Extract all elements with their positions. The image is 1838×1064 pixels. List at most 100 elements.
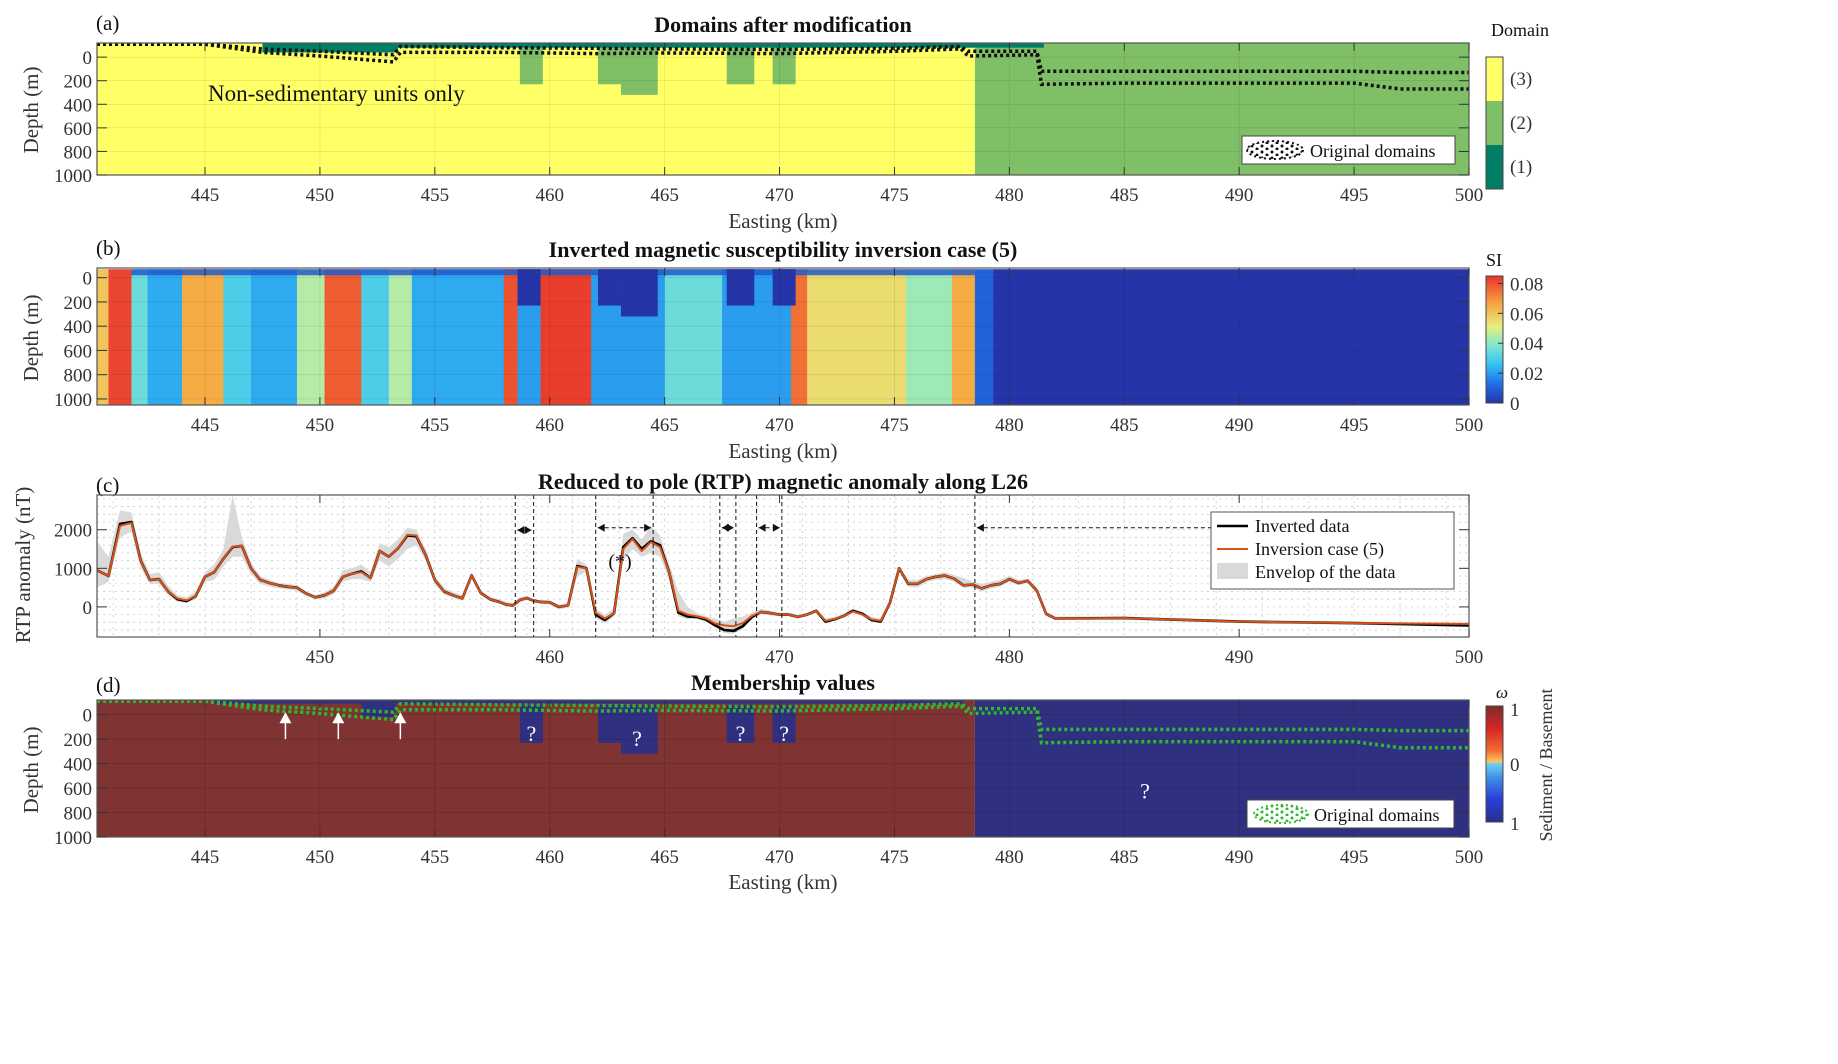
panel-a-ylabel: Depth (m) xyxy=(19,67,43,154)
x-tick-label: 465 xyxy=(650,415,679,436)
legend-swatch-envelope xyxy=(1217,563,1248,579)
susceptibility-cell xyxy=(664,269,723,405)
susceptibility-cell xyxy=(540,269,592,405)
low-susceptibility-block xyxy=(620,269,658,317)
x-tick-label: 490 xyxy=(1225,415,1254,436)
si-tick-label: 0.02 xyxy=(1510,364,1543,385)
susceptibility-cell xyxy=(147,269,183,405)
sediment-region xyxy=(211,700,964,704)
susceptibility-cell xyxy=(361,269,390,405)
legend-label-inverted-data: Inverted data xyxy=(1255,516,1349,536)
panel-a-legend: Original domains xyxy=(1241,135,1456,165)
panel-d-title: Membership values xyxy=(691,670,875,695)
y-tick-label: 600 xyxy=(64,119,93,140)
x-tick-label: 480 xyxy=(995,647,1024,668)
question-mark: ? xyxy=(632,726,642,751)
susceptibility-cell xyxy=(807,269,907,405)
panel-a-axes: 445 450 455 460 465 470 475 480 485 490 495 500 0 200… xyxy=(54,42,1484,206)
susceptibility-cell xyxy=(223,269,252,405)
panel-a-domains: (a) Domains after modification 445 450 455… xyxy=(19,11,1549,233)
susceptibility-cell xyxy=(296,269,326,405)
colorbar-title-si: SI xyxy=(1486,250,1502,270)
panel-d-ylabel: Depth (m) xyxy=(19,727,43,814)
x-tick-label: 480 xyxy=(995,847,1024,868)
x-tick-label: 495 xyxy=(1340,847,1369,868)
susceptibility-cell xyxy=(388,269,413,405)
arrowhead-right xyxy=(524,526,532,535)
colorbar-title-domain: Domain xyxy=(1491,20,1549,40)
panel-c-ylabel: RTP anomaly (nT) xyxy=(11,487,35,644)
axes-frame xyxy=(96,699,1470,838)
original-domain-boundary xyxy=(97,699,1469,750)
x-tick-label: 500 xyxy=(1455,185,1484,206)
si-tick-label: 0.06 xyxy=(1510,304,1543,325)
legend-label-envelope: Envelop of the data xyxy=(1255,562,1395,582)
low-susceptibility-block xyxy=(772,269,796,306)
non-sedimentary-annotation: Non-sedimentary units only xyxy=(208,81,465,106)
colorbar-side-label: Sediment / Basement xyxy=(1536,689,1556,842)
y-tick-label: 0 xyxy=(83,706,93,727)
colorbar-label-top: 1 xyxy=(1510,700,1520,721)
y-tick-label: 600 xyxy=(64,779,93,800)
x-tick-label: 460 xyxy=(535,647,564,668)
dotted-domain-icon xyxy=(1253,804,1309,824)
original-domain-boundary xyxy=(97,699,1469,733)
x-tick-label: 455 xyxy=(421,415,450,436)
dotted-domain-icon xyxy=(1246,140,1304,160)
panel-b-ylabel: Depth (m) xyxy=(19,295,43,382)
arrowhead-left xyxy=(597,523,605,532)
susceptibility-cell xyxy=(905,269,953,405)
y-tick-label: 200 xyxy=(64,293,93,314)
x-tick-label: 485 xyxy=(1110,847,1139,868)
y-tick-label: 400 xyxy=(64,95,93,116)
x-tick-label: 460 xyxy=(535,415,564,436)
legend-label-inversion-case: Inversion case (5) xyxy=(1255,539,1384,560)
x-tick-label: 465 xyxy=(650,185,679,206)
arrow-up-head xyxy=(332,712,345,724)
x-tick-label: 475 xyxy=(880,415,909,436)
y-tick-label: 0 xyxy=(83,269,93,290)
x-tick-label: 490 xyxy=(1225,185,1254,206)
membership-colorbar: ω 1 0 1 Sediment / Basement xyxy=(1485,683,1556,842)
si-colorbar-gradient xyxy=(1485,275,1504,404)
panel-b-axes: 445 450 455 460 465 470 475 480 485 490 495 500 0 200… xyxy=(54,267,1484,436)
panel-c-legend: Inverted data Inversion case (5) Envelop… xyxy=(1210,511,1455,590)
x-tick-label: 475 xyxy=(880,185,909,206)
x-tick-label: 455 xyxy=(421,185,450,206)
x-tick-label: 475 xyxy=(880,847,909,868)
x-tick-label: 460 xyxy=(535,185,564,206)
panel-d-axes: 445 450 455 460 465 470 475 480 485 490 495 500 0 200… xyxy=(54,699,1483,868)
panel-c-title: Reduced to pole (RTP) magnetic anomaly a… xyxy=(538,469,1028,494)
susceptibility-cell xyxy=(131,269,149,405)
inversion-case-line xyxy=(96,521,1470,628)
colorbar-label-bottom: 1 xyxy=(1510,814,1520,835)
panel-b-title: Inverted magnetic susceptibility inversi… xyxy=(549,237,1018,262)
x-tick-label: 465 xyxy=(650,847,679,868)
x-tick-label: 485 xyxy=(1110,185,1139,206)
x-tick-label: 470 xyxy=(765,847,794,868)
x-tick-label: 450 xyxy=(306,847,335,868)
y-tick-label: 200 xyxy=(64,72,93,93)
colorbar-label-2: (2) xyxy=(1510,113,1532,134)
legend-label-original-domains: Original domains xyxy=(1314,805,1439,825)
panel-a-plot-area xyxy=(97,42,1470,176)
x-tick-label: 500 xyxy=(1455,415,1484,436)
x-tick-label: 470 xyxy=(765,647,794,668)
si-tick-label: 0.08 xyxy=(1510,274,1543,295)
panel-label-b: (b) xyxy=(96,236,121,260)
si-colorbar: SI 0 0.02 0.04 0.06 0.08 xyxy=(1485,250,1544,415)
x-tick-label: 500 xyxy=(1455,647,1484,668)
x-tick-label: 480 xyxy=(995,185,1024,206)
question-mark: ? xyxy=(736,721,746,746)
colorbar-title-omega: ω xyxy=(1496,683,1508,702)
panel-c-axes: 450 460 470 480 490 500 0 1000 2000 xyxy=(54,494,1484,668)
panel-d-xlabel: Easting (km) xyxy=(728,870,837,894)
y-tick-label: 2000 xyxy=(54,521,92,542)
susceptibility-cell xyxy=(993,269,1470,405)
x-tick-label: 445 xyxy=(191,185,220,206)
panel-c-plot-area xyxy=(96,495,1470,637)
panel-label-c: (c) xyxy=(96,473,119,497)
x-tick-label: 490 xyxy=(1225,647,1254,668)
legend-box xyxy=(1210,511,1455,590)
x-tick-label: 470 xyxy=(765,185,794,206)
